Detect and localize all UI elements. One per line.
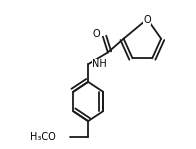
Text: O: O xyxy=(92,29,100,39)
Text: NH: NH xyxy=(92,59,107,69)
Text: H₃CO: H₃CO xyxy=(30,132,56,142)
Text: O: O xyxy=(143,15,151,25)
